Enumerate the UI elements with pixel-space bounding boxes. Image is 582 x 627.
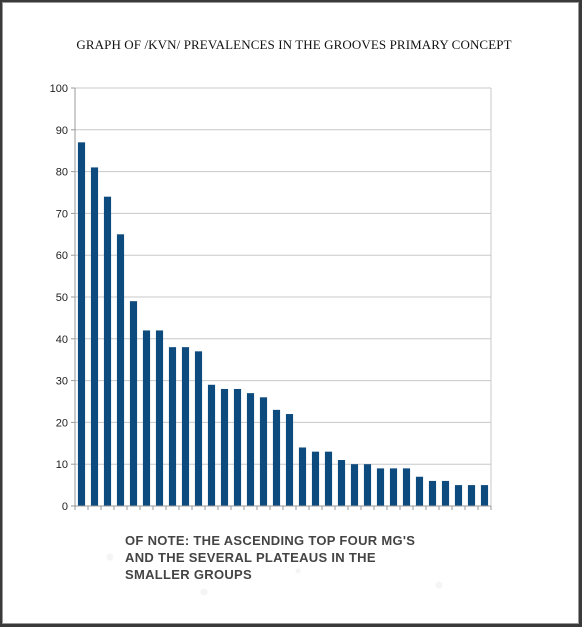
y-tick-label-70: 70 — [56, 208, 68, 220]
y-tick-label-30: 30 — [56, 376, 68, 388]
bar-30 — [454, 485, 463, 506]
bar-20 — [324, 451, 333, 506]
bar-6 — [142, 330, 151, 506]
bar-8 — [168, 347, 177, 506]
bar-18 — [298, 447, 307, 506]
note-line-2: AND THE SEVERAL PLATEAUS IN THE — [125, 550, 376, 565]
note-line-1: OF NOTE: THE ASCENDING TOP FOUR MG'S — [125, 533, 416, 548]
bar-32 — [480, 485, 489, 506]
bar-12 — [220, 388, 229, 506]
bar-3 — [103, 196, 112, 506]
note-line-3: SMALLER GROUPS — [125, 567, 252, 582]
bar-23 — [363, 464, 372, 506]
y-tick-label-100: 100 — [50, 83, 68, 95]
bar-29 — [441, 480, 450, 506]
bar-25 — [389, 468, 398, 506]
y-tick-label-0: 0 — [62, 501, 68, 513]
axes — [74, 88, 492, 510]
y-tick-label-40: 40 — [56, 334, 68, 346]
y-tick-label-90: 90 — [56, 125, 68, 137]
bar-27 — [415, 476, 424, 506]
bar-14 — [246, 393, 255, 506]
y-axis-ticks: 0 10 20 30 40 50 60 70 80 90 100 — [50, 83, 75, 513]
bar-10 — [194, 351, 203, 506]
chart-note: OF NOTE: THE ASCENDING TOP FOUR MG'S AND… — [125, 532, 415, 583]
bars — [77, 142, 489, 507]
bar-2 — [90, 167, 99, 507]
bar-21 — [337, 460, 346, 506]
bar-19 — [311, 451, 320, 506]
y-tick-label-10: 10 — [56, 459, 68, 471]
bar-chart: 0 10 20 30 40 50 60 70 80 90 100 — [50, 83, 492, 513]
bar-4 — [116, 234, 125, 507]
bar-24 — [376, 468, 385, 506]
y-tick-label-20: 20 — [56, 417, 68, 429]
bar-31 — [467, 485, 476, 506]
y-tick-label-80: 80 — [56, 167, 68, 179]
faint-background-smudge — [63, 543, 533, 613]
bar-7 — [155, 330, 164, 506]
bar-16 — [272, 409, 281, 506]
bar-9 — [181, 347, 190, 506]
bar-15 — [259, 397, 268, 506]
bar-17 — [285, 414, 294, 506]
bar-11 — [207, 384, 216, 506]
bar-26 — [402, 468, 411, 506]
gridlines — [75, 87, 491, 507]
bar-5 — [129, 301, 138, 506]
bar-1 — [77, 142, 86, 506]
y-tick-label-60: 60 — [56, 250, 68, 262]
bar-13 — [233, 388, 242, 506]
y-tick-label-50: 50 — [56, 292, 68, 304]
bar-22 — [350, 464, 359, 506]
chart-title: GRAPH OF /KVN/ PREVALENCES IN THE GROOVE… — [76, 37, 512, 52]
bar-28 — [428, 480, 437, 506]
